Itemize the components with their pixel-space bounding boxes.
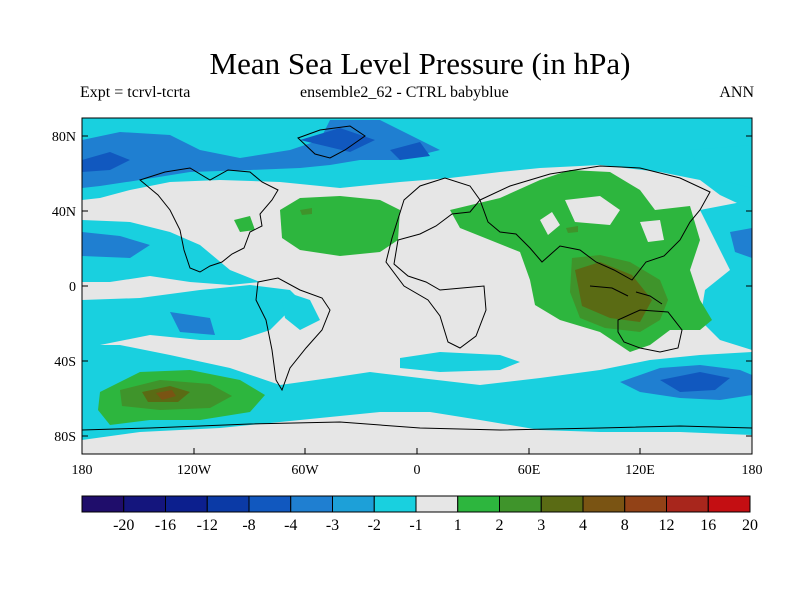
colorbar-box [415, 495, 459, 513]
north-pacific-band [82, 220, 260, 285]
ytick-40n: 40N [52, 205, 76, 220]
arctic-east-band [690, 145, 752, 188]
north-america-coast [138, 167, 279, 273]
arctic-low-deep [82, 128, 430, 172]
antarctic-neutral [82, 412, 752, 454]
colorbar-labels: -20 -16 -12 -8 -4 -3 -2 -1 1 2 3 4 8 12 16 20 [113, 517, 758, 534]
colorbar-label: 4 [579, 517, 587, 534]
east-pacific-band [82, 285, 300, 345]
colorbar-box [624, 495, 667, 513]
ytick-80n: 80N [52, 130, 76, 145]
north-pacific-core [82, 232, 150, 258]
colorbar-label: -2 [368, 517, 381, 534]
south-america-coast [255, 277, 331, 392]
experiment-label: Expt = tcrvl-tcrta [80, 84, 191, 101]
colorbar-box [290, 495, 333, 513]
colorbar-label: -1 [409, 517, 422, 534]
colorbar-box [666, 495, 709, 513]
colorbar-box [457, 495, 500, 513]
arctic-low-band [82, 118, 752, 210]
australia-coast [617, 309, 683, 353]
colorbar-label: 2 [496, 517, 504, 534]
north-atlantic-cyan [280, 290, 320, 330]
colorbar-label: -4 [284, 517, 297, 534]
azores-core [300, 208, 312, 215]
ytick-0: 0 [69, 280, 76, 295]
colorbar-label: -3 [326, 517, 339, 534]
colorbar-label: 1 [454, 517, 462, 534]
ytick-40s: 40S [54, 355, 76, 370]
east-pacific-core [170, 312, 215, 335]
southern-low-deep [660, 372, 730, 392]
colorbar-label: -16 [155, 517, 176, 534]
asia-high-hole-3 [640, 220, 664, 242]
colorbar-box [206, 495, 250, 513]
colorbar-box [332, 495, 375, 513]
colorbar-label: 12 [659, 517, 675, 534]
greenland-coast [297, 125, 366, 159]
south-atlantic-cyan [400, 352, 520, 372]
colorbar-box [165, 495, 208, 513]
contour-fields [82, 118, 752, 454]
asia-high-hole-1 [565, 196, 620, 225]
colorbar-label: -12 [197, 517, 218, 534]
season-label: ANN [719, 84, 754, 101]
axis-ticks [81, 135, 753, 454]
indo-pacific-inner [575, 262, 652, 322]
coastlines [82, 125, 752, 431]
colorbar-label: -20 [113, 517, 134, 534]
indonesia-coast [589, 285, 663, 305]
asia-high-hole-2 [540, 212, 560, 235]
colorbar-label: -8 [242, 517, 255, 534]
xtick-60w: 60W [291, 463, 319, 478]
colorbar-box [707, 495, 751, 513]
south-pacific-peak [156, 390, 176, 400]
colorbar-boxes [81, 495, 751, 513]
colorbar-box [81, 495, 125, 513]
colorbar-label: 20 [742, 517, 758, 534]
na-small-high [234, 216, 255, 232]
colorbar-label: 3 [537, 517, 545, 534]
xtick-120w: 120W [177, 463, 212, 478]
ytick-80s: 80S [54, 430, 76, 445]
antarctica-coast [82, 421, 752, 431]
europe-africa-coast [385, 177, 487, 349]
page-title: Mean Sea Level Pressure (in hPa) [209, 46, 631, 81]
colorbar-box [499, 495, 542, 513]
colorbar-box [373, 495, 417, 513]
colorbar-box [540, 495, 584, 513]
xtick-180e: 180 [742, 463, 763, 478]
xtick-60e: 60E [518, 463, 541, 478]
xtick-0: 0 [414, 463, 421, 478]
asia-core-dot [566, 226, 578, 233]
xtick-120e: 120E [625, 463, 655, 478]
colorbar-box [582, 495, 626, 513]
asia-coast [479, 165, 711, 281]
xtick-180w: 180 [72, 463, 93, 478]
colorbar-label: 16 [700, 517, 716, 534]
colorbar-box [123, 495, 166, 513]
west-pacific-core [730, 228, 752, 258]
colorbar-box [248, 495, 292, 513]
ensemble-label: ensemble2_62 - CTRL babyblue [300, 84, 509, 101]
colorbar-label: 8 [621, 517, 629, 534]
